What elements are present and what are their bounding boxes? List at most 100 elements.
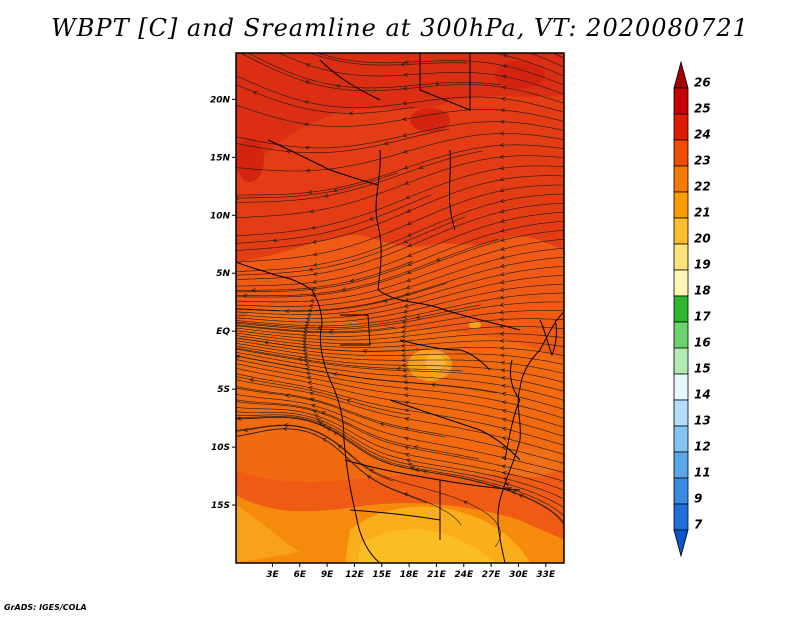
streamline xyxy=(236,326,564,341)
coastlines xyxy=(236,53,564,563)
streamline-arrow xyxy=(346,399,351,403)
streamline-arrow xyxy=(312,271,318,276)
streamline xyxy=(236,310,564,334)
grads-credit: GrADS: IGES/COLA xyxy=(4,603,87,612)
colorbar-label: 26 xyxy=(694,76,711,90)
colorbar-label: 11 xyxy=(694,466,711,480)
streamline xyxy=(278,53,564,95)
streamline-arrow xyxy=(501,85,507,90)
lon-tick-label: 12E xyxy=(345,570,365,580)
streamline xyxy=(236,238,564,303)
streamline xyxy=(236,193,564,272)
streamline-arrow xyxy=(236,416,242,422)
streamline-arrow xyxy=(406,208,411,213)
streamline xyxy=(236,283,564,323)
colorbar-label: 21 xyxy=(694,206,711,220)
streamline-arrow xyxy=(500,263,505,268)
streamline-arrow xyxy=(322,438,327,443)
streamline-arrow xyxy=(272,238,278,243)
streamline-arrow xyxy=(362,349,367,354)
streamline-arrow xyxy=(306,376,312,381)
lon-tick-label: 21E xyxy=(427,570,447,580)
streamline xyxy=(236,359,564,419)
streamline xyxy=(236,292,564,327)
streamline xyxy=(236,379,564,455)
streamline-arrow xyxy=(499,188,505,193)
streamline-arrow xyxy=(328,329,334,334)
streamline-arrow xyxy=(501,426,507,431)
colorbar-swatch xyxy=(673,503,689,531)
streamline-arrow xyxy=(304,145,310,150)
colorbar-label: 18 xyxy=(694,284,711,298)
streamline-arrow xyxy=(369,469,375,473)
streamline-arrow xyxy=(404,417,410,422)
streamline-arrow xyxy=(435,257,441,262)
streamline-arrow xyxy=(401,363,407,368)
streamline-arrow xyxy=(403,386,409,391)
streamline xyxy=(236,133,564,172)
streamline-arrow xyxy=(501,456,506,461)
streamline-arrow xyxy=(406,221,412,226)
streamline xyxy=(236,75,564,113)
streamline xyxy=(236,351,564,401)
streamline xyxy=(316,53,564,86)
streamline xyxy=(236,172,398,199)
streamline-arrow xyxy=(301,339,307,344)
streamline-arrow xyxy=(310,403,316,408)
streamline-arrow xyxy=(500,368,506,373)
streamline-arrow xyxy=(501,417,507,422)
streamline-arrow xyxy=(249,378,254,383)
streamline-arrow xyxy=(312,239,317,244)
longitude-axis: 3E 6E 9E 12E 15E 18E 21E 24E 27E 30E 33E xyxy=(266,563,556,580)
streamline-arrow xyxy=(304,323,309,328)
streamline xyxy=(236,165,564,237)
lon-tick-label: 33E xyxy=(536,570,556,580)
colorbar-swatch xyxy=(673,113,689,141)
streamline xyxy=(236,363,564,428)
streamline xyxy=(236,229,564,298)
streamline-arrow xyxy=(405,49,409,53)
streamline-arrow xyxy=(404,436,409,441)
streamline-arrow xyxy=(404,426,410,431)
streamline-arrow xyxy=(434,81,440,86)
colorbar-label: 24 xyxy=(694,128,711,142)
streamline-arrow xyxy=(341,287,347,292)
streamline xyxy=(236,399,480,460)
streamline xyxy=(236,211,564,287)
streamline xyxy=(236,144,564,196)
streamline-arrow xyxy=(500,108,506,113)
streamline xyxy=(236,340,564,365)
streamline-arrow xyxy=(349,278,355,283)
streamline xyxy=(236,417,564,527)
streamline xyxy=(236,194,432,244)
streamline-arrow xyxy=(332,188,338,193)
colorbar-label: 15 xyxy=(694,362,711,376)
streamline xyxy=(236,401,564,482)
streamline-arrow xyxy=(301,336,307,341)
streamline-arrow xyxy=(501,471,507,476)
streamline-arrow xyxy=(403,380,408,385)
lon-tick-label: 27E xyxy=(482,570,502,580)
streamline-arrow xyxy=(499,131,505,136)
streamline-arrow xyxy=(406,270,412,275)
streamline xyxy=(236,368,564,437)
streamline xyxy=(236,220,564,293)
colorbar-swatch xyxy=(673,425,689,453)
streamline xyxy=(236,184,564,263)
streamline xyxy=(236,345,564,383)
lat-tick-label: 20N xyxy=(210,95,231,105)
streamline-arrow xyxy=(242,293,248,298)
streamline-arrow xyxy=(405,458,411,463)
streamline-arrow xyxy=(318,421,324,426)
streamline-arrow xyxy=(401,319,407,324)
streamline-arrow xyxy=(418,165,424,169)
streamline-arrow xyxy=(263,340,269,345)
map-title: WBPT [C] and Sreamline at 300hPa, VT: 20… xyxy=(51,14,749,42)
streamline-arrow xyxy=(308,267,314,272)
streamline-arrow xyxy=(501,383,506,388)
streamline-arrow xyxy=(321,411,326,416)
streamline-arrow xyxy=(304,100,309,105)
streamline-arrow xyxy=(406,277,412,282)
streamline-arrow xyxy=(501,464,506,469)
streamline-arrow xyxy=(403,393,409,398)
